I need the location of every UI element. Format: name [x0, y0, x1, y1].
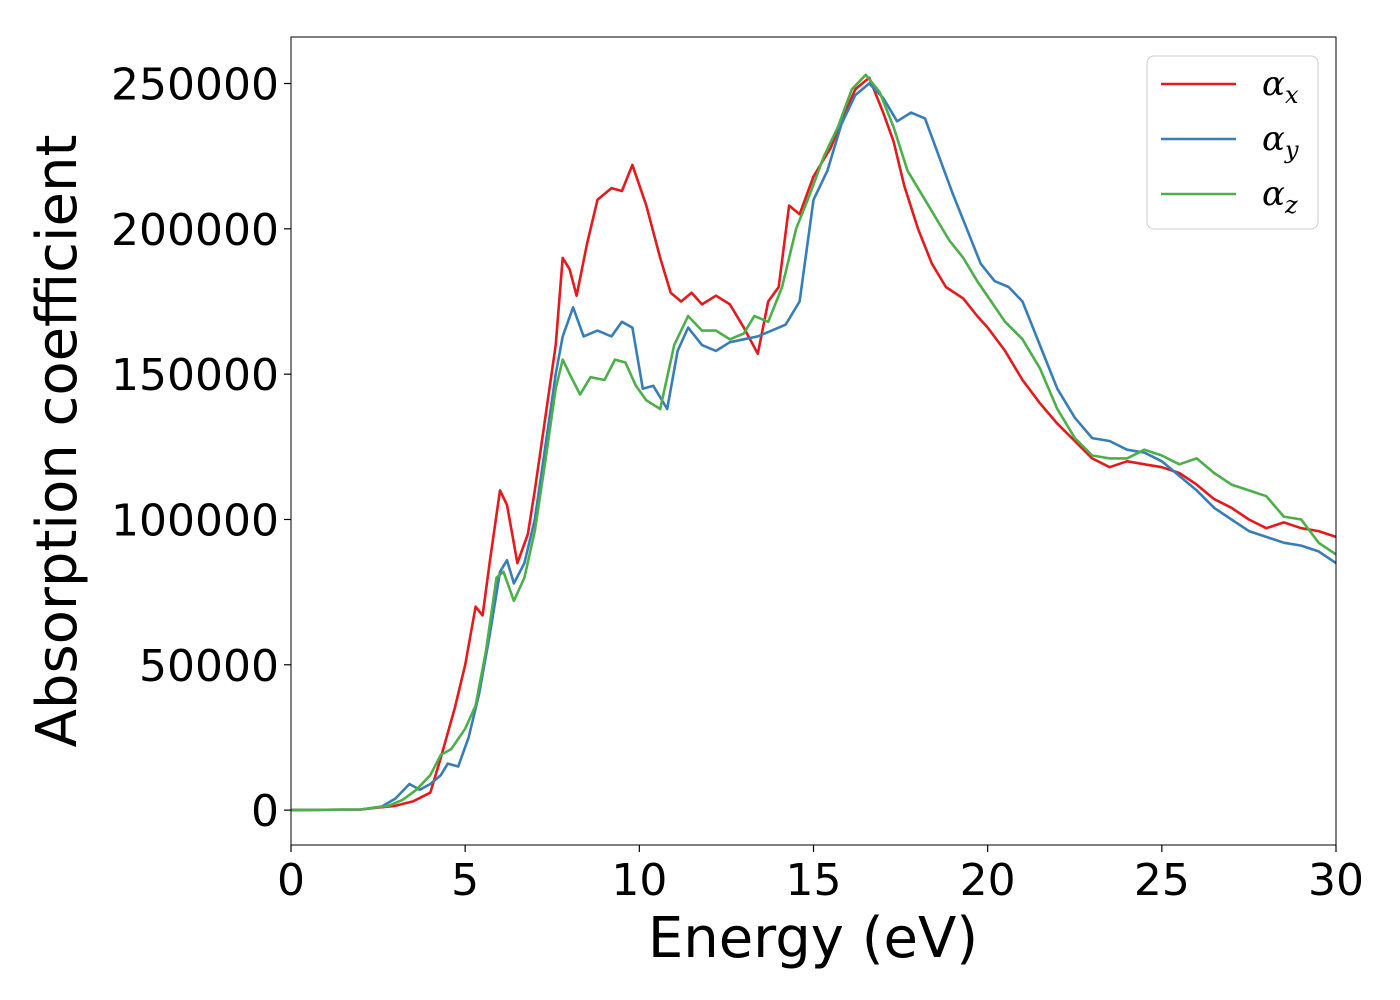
y-tick-label: 50000 [139, 641, 279, 692]
y-tick-label: 250000 [111, 60, 279, 111]
x-tick-label: 0 [277, 855, 305, 906]
series-layer [291, 73, 1336, 812]
legend: αx αy αz [1146, 55, 1319, 230]
x-tick-label: 15 [786, 855, 842, 906]
y-tick-label: 100000 [111, 495, 279, 546]
x-tick-label: 30 [1308, 855, 1364, 906]
ticks-layer: 0 5 10 15 20 25 30 0 50000 100000 150000 200000 2500… [111, 60, 1364, 906]
series-line-x [291, 76, 1336, 812]
legend-label-y: αy [1262, 119, 1299, 164]
x-tick-label: 25 [1134, 855, 1190, 906]
legend-label-x: αx [1262, 64, 1299, 109]
x-axis-label: Energy (eV) [648, 906, 978, 971]
x-tick-label: 5 [451, 855, 479, 906]
x-tick-label: 20 [960, 855, 1016, 906]
legend-frame [1146, 55, 1319, 230]
y-tick-label: 200000 [111, 205, 279, 256]
legend-items: αx αy αz [1161, 64, 1299, 219]
y-tick-label: 0 [251, 786, 279, 837]
y-axis-label: Absorption coefficient [25, 135, 90, 748]
x-tick-label: 10 [611, 855, 667, 906]
series-line-y [291, 82, 1336, 812]
y-tick-label: 150000 [111, 350, 279, 401]
legend-label-z: αz [1262, 174, 1298, 219]
series-line-z [291, 73, 1336, 812]
